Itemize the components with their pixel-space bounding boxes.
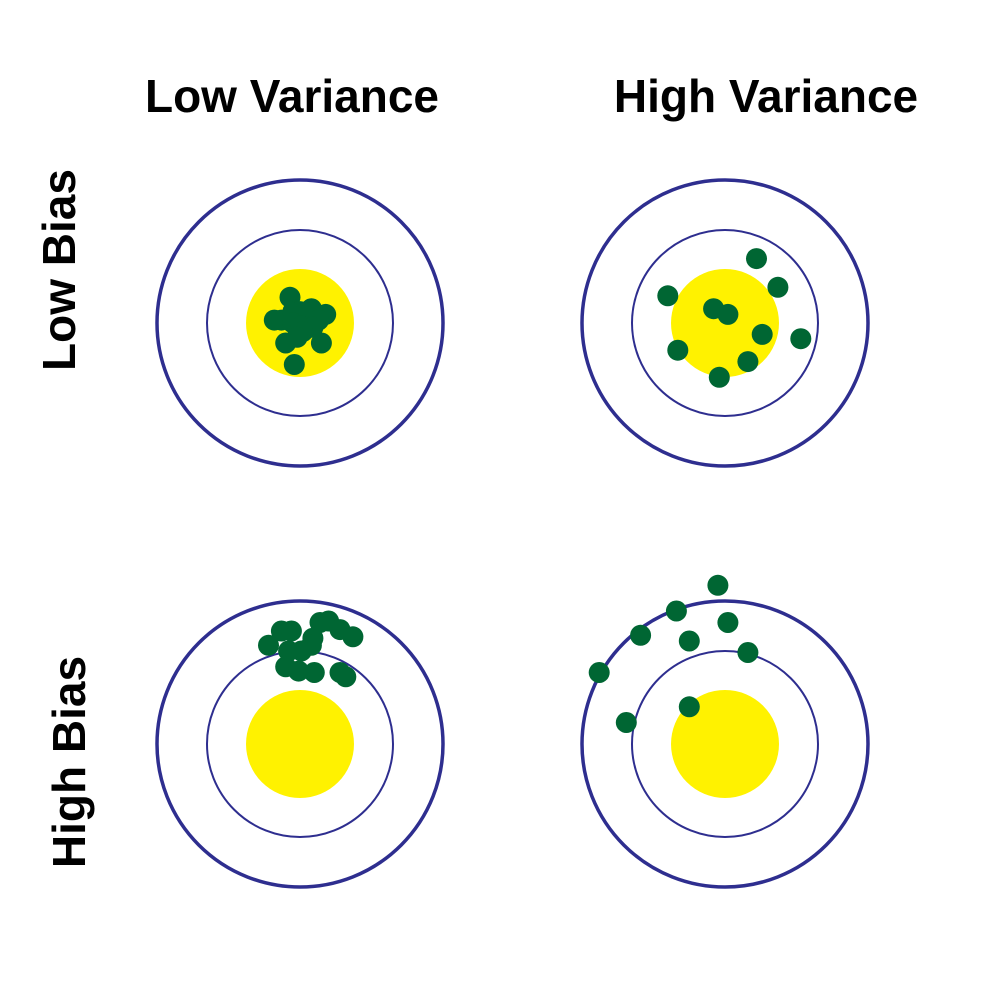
column-heading-high-variance: High Variance — [614, 70, 918, 122]
inner-ring — [631, 650, 819, 838]
shot-point — [678, 630, 700, 652]
shot-point — [258, 634, 279, 656]
shot-point — [290, 640, 312, 662]
shot-point — [737, 642, 759, 663]
shot-point — [746, 248, 767, 270]
shot-point — [751, 323, 773, 345]
target-low-bias-low-variance — [155, 178, 445, 468]
outer-ring — [155, 599, 445, 889]
targets-layer — [155, 178, 870, 889]
bullseye — [671, 690, 779, 798]
outer-ring — [155, 178, 445, 468]
shot-point — [657, 285, 679, 307]
shot-point — [717, 612, 739, 633]
shot-point — [342, 626, 364, 648]
shot-point — [280, 620, 302, 642]
shot-point — [767, 276, 789, 298]
shot-point — [665, 600, 687, 622]
row-heading-high-bias: High Bias — [43, 656, 95, 868]
shot-point — [310, 332, 332, 354]
shot-point — [286, 326, 308, 348]
inner-ring — [206, 229, 394, 417]
shot-point — [790, 328, 812, 350]
outer-ring — [580, 178, 870, 468]
shot-point — [630, 624, 652, 646]
shot-point — [288, 660, 310, 682]
shot-point — [678, 696, 700, 718]
inner-ring — [631, 229, 819, 417]
target-high-bias-high-variance — [580, 574, 870, 889]
shot-point — [588, 662, 610, 683]
shot-point — [335, 666, 357, 688]
row-heading-low-bias: Low Bias — [33, 169, 85, 371]
bullseye — [246, 690, 354, 798]
outer-ring — [580, 599, 870, 889]
shot-point — [303, 662, 325, 683]
shot-point — [667, 339, 689, 361]
shot-point — [737, 351, 759, 373]
shot-point — [615, 712, 637, 733]
shot-point — [283, 354, 305, 375]
shot-point — [707, 574, 729, 596]
column-heading-low-variance: Low Variance — [145, 70, 439, 122]
target-high-bias-low-variance — [155, 599, 445, 889]
shot-point — [717, 303, 739, 325]
shot-point — [708, 366, 730, 388]
target-low-bias-high-variance — [580, 178, 870, 468]
